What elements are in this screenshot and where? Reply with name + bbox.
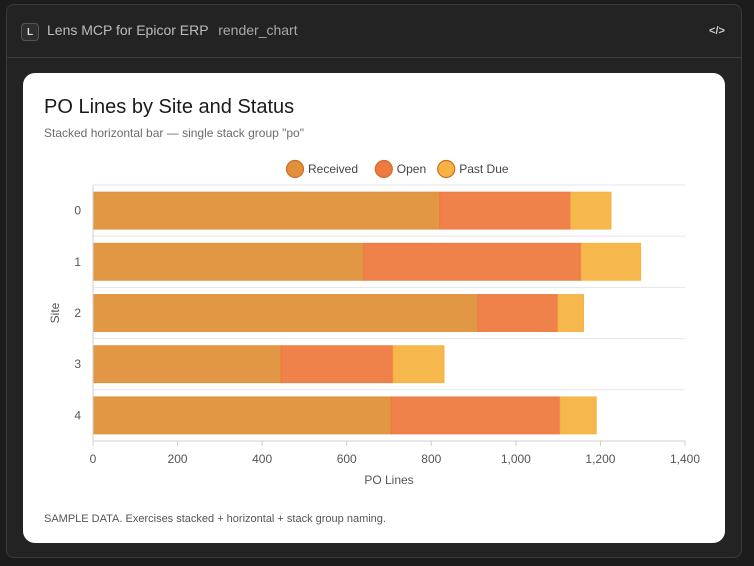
bar-chart: Received Open Past Due 0 1 2 3 4 0 200 400 600 800 1… xyxy=(48,159,700,487)
bar-segment-received xyxy=(92,191,441,230)
y-tick-label: 3 xyxy=(74,357,81,371)
chart-axes: 0 1 2 3 4 0 200 400 600 800 1,000 1,200 1,400 PO Line… xyxy=(48,185,700,487)
chart-bars xyxy=(92,191,642,435)
chart-legend: Received Open Past Due xyxy=(285,159,509,179)
chart-card: PO Lines by Site and Status Stacked hori… xyxy=(23,73,725,543)
bar-segment-open xyxy=(363,242,582,281)
bar-segment-received xyxy=(92,294,479,332)
y-tick-label: 4 xyxy=(74,408,81,422)
y-axis-title: Site xyxy=(48,302,62,323)
app-title: Lens MCP for Epicor ERP render_chart xyxy=(47,22,298,38)
legend-label: Past Due xyxy=(459,162,509,176)
code-view-button[interactable]: </> xyxy=(707,22,727,40)
chart-title: PO Lines by Site and Status xyxy=(44,96,295,118)
x-axis-title: PO Lines xyxy=(364,473,413,487)
chart-footnote: SAMPLE DATA. Exercises stacked + horizon… xyxy=(44,513,386,525)
bar-segment-open xyxy=(280,345,394,384)
bar-segment-open xyxy=(477,294,559,332)
x-tick-label: 600 xyxy=(337,452,357,466)
bar-segment-past-due xyxy=(559,396,597,435)
chart-subtitle: Stacked horizontal bar — single stack gr… xyxy=(44,126,304,140)
legend-swatch-past-due xyxy=(437,159,456,179)
x-tick-label: 400 xyxy=(252,452,272,466)
x-tick-label: 1,400 xyxy=(670,452,700,466)
legend-swatch-open xyxy=(374,159,393,179)
y-tick-label: 1 xyxy=(74,255,81,269)
x-tick-label: 200 xyxy=(168,452,188,466)
bar-segment-received xyxy=(92,242,365,281)
x-tick-label: 1,000 xyxy=(501,452,531,466)
y-tick-label: 0 xyxy=(74,204,81,218)
tool-name: render_chart xyxy=(218,22,298,38)
x-tick-label: 800 xyxy=(421,452,441,466)
bar-segment-open xyxy=(439,191,572,230)
y-tick-label: 2 xyxy=(74,306,81,320)
x-tick-label: 0 xyxy=(90,452,97,466)
app-logo-icon: L xyxy=(21,23,39,41)
bar-segment-received xyxy=(92,345,282,384)
bar-segment-received xyxy=(92,396,392,435)
legend-swatch-received xyxy=(285,159,305,179)
legend-label: Open xyxy=(397,162,426,176)
legend-label: Received xyxy=(308,162,358,176)
app-window: L Lens MCP for Epicor ERP render_chart <… xyxy=(6,4,742,558)
x-tick-label: 1,200 xyxy=(585,452,615,466)
bar-segment-open xyxy=(390,396,561,435)
bar-segment-past-due xyxy=(392,345,445,384)
bar-segment-past-due xyxy=(557,294,585,332)
title-bar: L Lens MCP for Epicor ERP render_chart <… xyxy=(7,5,741,58)
code-icon: </> xyxy=(709,25,725,37)
app-name: Lens MCP for Epicor ERP xyxy=(47,22,209,38)
bar-segment-past-due xyxy=(570,191,612,230)
bar-segment-past-due xyxy=(580,242,642,281)
